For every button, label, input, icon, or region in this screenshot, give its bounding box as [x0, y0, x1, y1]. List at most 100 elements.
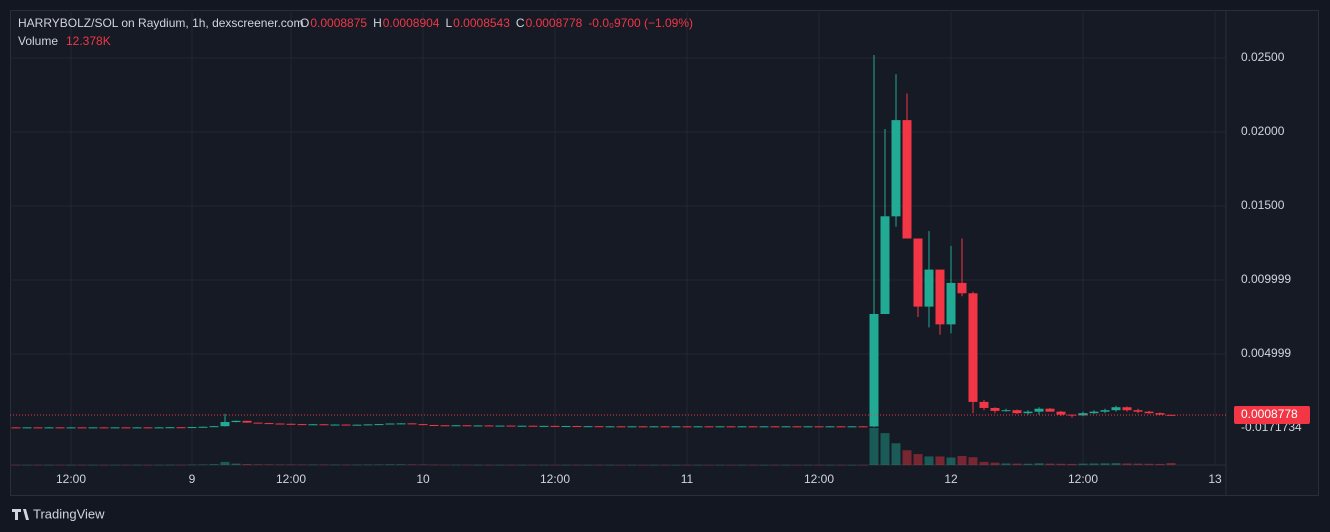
volume-bar: [363, 464, 373, 466]
candle-body: [440, 425, 450, 427]
candle-body: [407, 423, 417, 425]
volume-bar: [385, 464, 395, 465]
x-tick-label: 12: [944, 472, 958, 486]
volume-bar: [1166, 463, 1176, 465]
candle-body: [110, 427, 120, 429]
candle-body: [792, 426, 802, 428]
volume-bar: [880, 433, 890, 465]
volume-bar: [319, 464, 329, 466]
volume-bar: [374, 464, 384, 466]
volume-bar: [1067, 463, 1077, 465]
candle-body: [187, 427, 197, 429]
volume-bar: [671, 464, 681, 466]
candle-body: [352, 424, 362, 426]
candle-body: [1089, 411, 1099, 414]
volume-bar: [704, 464, 714, 466]
candle-body: [693, 426, 703, 428]
candle-body: [748, 426, 758, 428]
volume-bar: [1034, 463, 1044, 465]
labels: 0.02500 0.02000 0.01500 0.009999 0.004999 12:…: [56, 50, 1310, 486]
chart-frame: [10, 10, 1319, 496]
candle-body: [374, 424, 384, 426]
candle-body: [847, 426, 857, 428]
candle-body: [363, 424, 373, 426]
y-tick-label: 0.009999: [1241, 272, 1291, 286]
volume-bar: [308, 464, 318, 466]
candle-body: [682, 426, 692, 428]
volume-bar: [946, 457, 956, 465]
volume-bar: [132, 464, 142, 466]
volume-bar: [187, 464, 197, 466]
volume-bar: [462, 464, 472, 466]
volume-bar: [77, 464, 87, 466]
volume-bar: [627, 464, 637, 466]
candle-body: [726, 426, 736, 428]
candle-body: [891, 120, 901, 217]
candle-body: [165, 427, 175, 429]
candle-body: [44, 427, 54, 429]
candle-body: [814, 426, 824, 428]
volume-bar: [748, 464, 758, 466]
brand: TradingView: [12, 506, 105, 521]
volume-bar: [198, 464, 208, 466]
volume-bar: [583, 464, 593, 466]
candle-body: [66, 427, 76, 429]
volume-bar: [550, 464, 560, 466]
candle-body: [308, 424, 318, 426]
volume-bar: [1089, 463, 1099, 465]
candle-body: [517, 425, 527, 427]
volume-bar: [286, 464, 296, 466]
candle-body: [231, 420, 241, 423]
candle-body: [1111, 407, 1121, 411]
candle-body: [330, 424, 340, 426]
volume-bar: [770, 464, 780, 466]
volume-bar: [638, 464, 648, 466]
candle-body: [924, 269, 934, 307]
candle-body: [825, 426, 835, 428]
ohlc-key: L: [445, 16, 452, 30]
candle-body: [242, 420, 252, 423]
x-tick-label: 12:00: [804, 472, 834, 486]
candle-body: [737, 426, 747, 428]
volume-bar: [22, 464, 32, 466]
candle-body: [418, 424, 428, 426]
volume-value: 12.378K: [66, 34, 111, 48]
volume-bar: [220, 461, 230, 465]
volume-bar: [44, 464, 54, 466]
ohlc-value: 0.0008778: [526, 16, 583, 30]
candle-body: [154, 427, 164, 429]
volume-bar: [616, 464, 626, 466]
candle-body: [902, 120, 912, 239]
candle-body: [495, 425, 505, 427]
chart-title: HARRYBOLZ/SOL on Raydium, 1h, dexscreene…: [18, 16, 303, 30]
volume-bar: [990, 462, 1000, 465]
volume-bar: [55, 464, 65, 466]
candle-body: [451, 425, 461, 427]
volume-bar: [561, 464, 571, 466]
volume-bar: [825, 464, 835, 466]
candle-body: [913, 238, 923, 307]
candle-body: [935, 269, 945, 325]
candle-body: [264, 423, 274, 425]
y-tick-label: 0.004999: [1241, 346, 1291, 360]
volume-bar: [165, 464, 175, 466]
volume-bar: [495, 464, 505, 466]
candle-body: [429, 424, 439, 426]
volume-bar: [935, 456, 945, 465]
ohlc-key: C: [516, 16, 525, 30]
candle-body: [506, 425, 516, 427]
candle-body: [946, 282, 956, 325]
candle-body: [1012, 410, 1022, 414]
volume-bar: [143, 464, 153, 466]
candle-body: [341, 424, 351, 426]
brand-name: TradingView: [33, 506, 105, 521]
candle-body: [484, 425, 494, 427]
candle-body: [968, 293, 978, 402]
volume-bar: [451, 464, 461, 466]
y-tick-label: 0.02000: [1241, 124, 1285, 138]
candle-body: [198, 426, 208, 428]
candle-body: [143, 427, 153, 429]
volume-bar: [1144, 463, 1154, 465]
candle-body: [319, 424, 329, 426]
candle-body: [297, 424, 307, 426]
